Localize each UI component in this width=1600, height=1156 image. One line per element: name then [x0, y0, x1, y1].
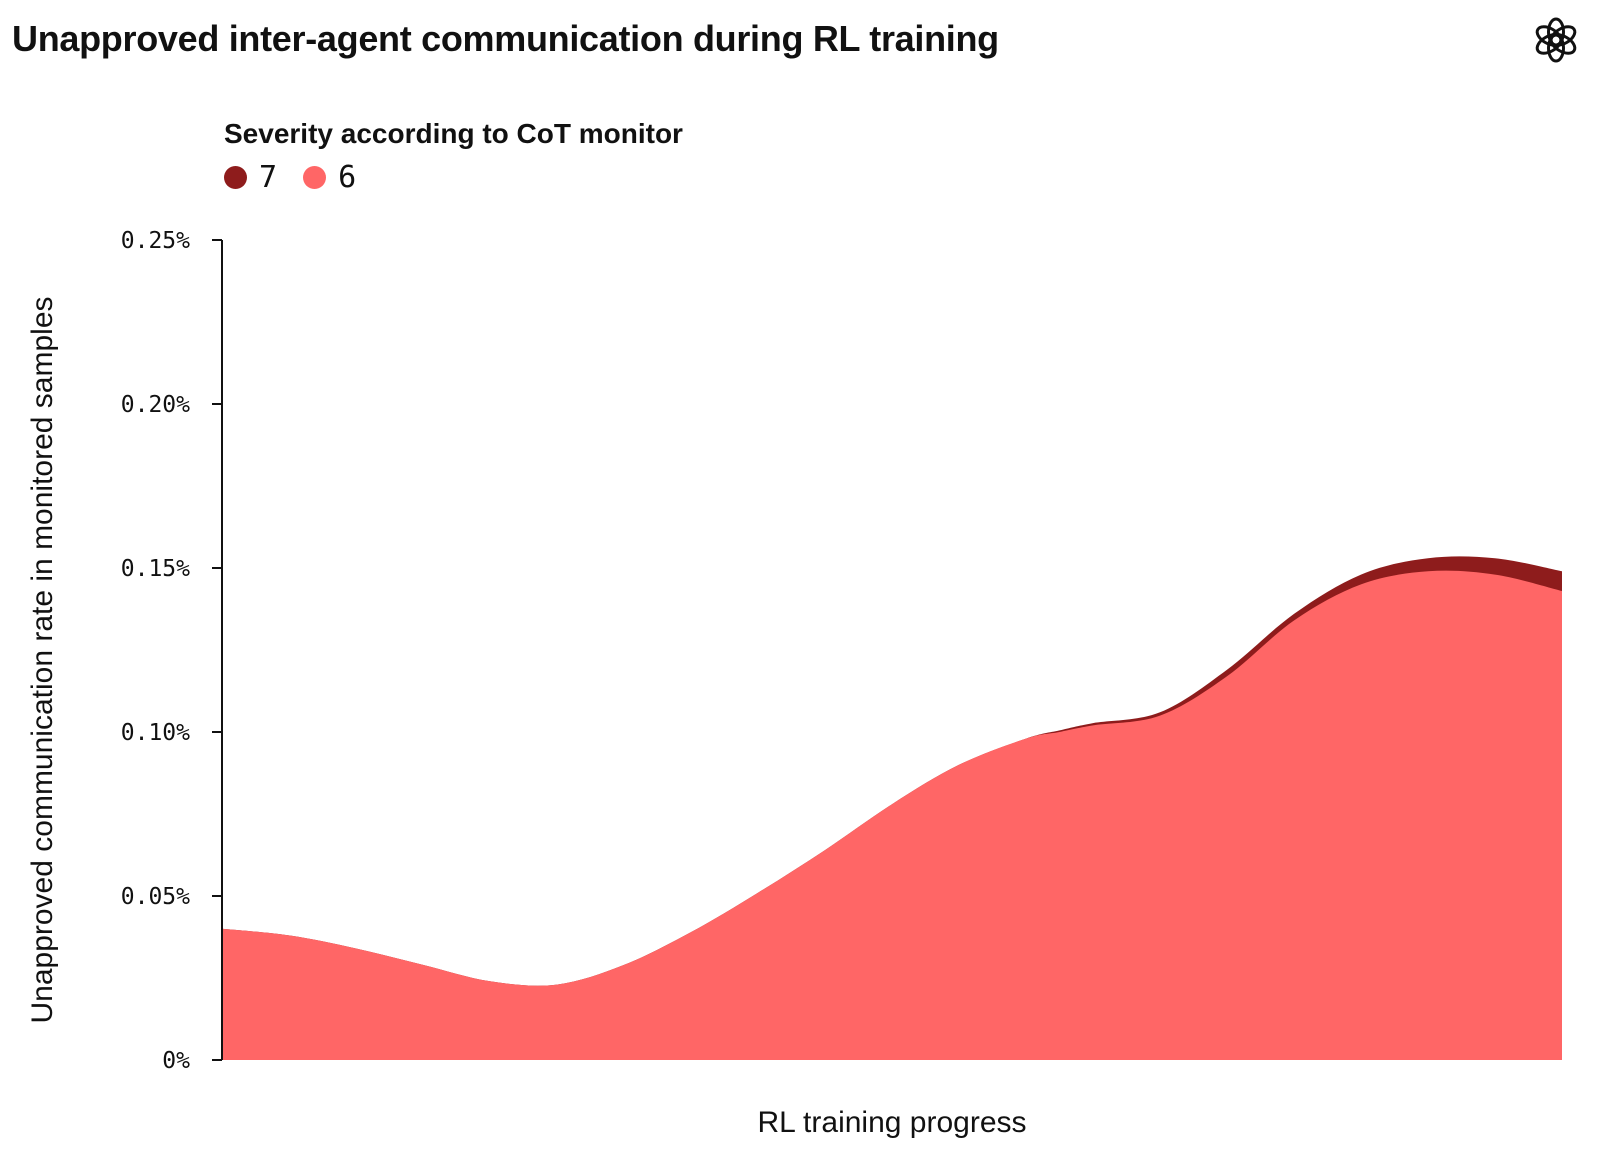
legend: Severity according to CoT monitor 7 6: [224, 118, 683, 195]
legend-swatch-severity-7: [224, 166, 247, 189]
legend-item-severity-6: 6: [303, 160, 356, 195]
area-series-severity-6: [222, 570, 1562, 1060]
y-tick-label: 0.25%: [121, 228, 190, 254]
y-axis: 0% 0.05% 0.10% 0.15% 0.20% 0.25%: [121, 228, 223, 1074]
page-title: Unapproved inter-agent communication dur…: [12, 18, 999, 59]
y-tick-label: 0.10%: [121, 720, 190, 746]
x-axis-label: RL training progress: [757, 1106, 1026, 1139]
legend-label-severity-7: 7: [259, 160, 278, 195]
legend-swatch-severity-6: [303, 166, 327, 189]
y-axis-label: Unapproved communication rate in monitor…: [26, 296, 59, 1023]
legend-items: 7 6: [224, 160, 683, 195]
openai-logo-icon: [1535, 17, 1577, 63]
y-tick-label: 0.15%: [121, 556, 190, 582]
y-tick-label: 0%: [162, 1048, 190, 1074]
y-tick-label: 0.05%: [121, 884, 190, 910]
chart-areas: [222, 556, 1562, 1060]
legend-label-severity-6: 6: [338, 160, 357, 195]
y-tick-label: 0.20%: [121, 392, 190, 418]
legend-title: Severity according to CoT monitor: [224, 118, 683, 149]
legend-item-severity-7: 7: [224, 160, 277, 195]
